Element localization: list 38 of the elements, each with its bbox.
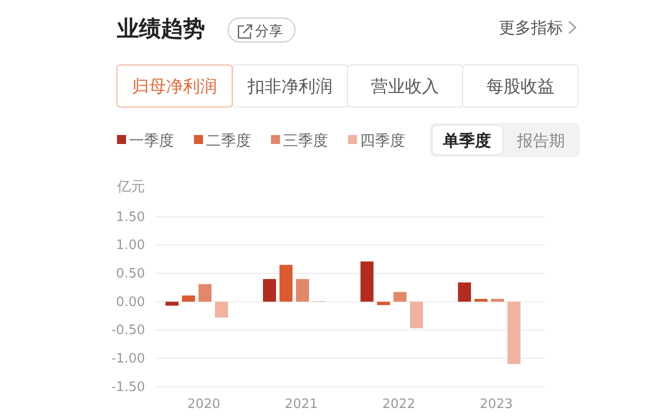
legend-label: 一季度 xyxy=(129,132,174,150)
bar xyxy=(263,279,276,302)
bar xyxy=(410,302,423,328)
chart-title: 业绩趋势 xyxy=(116,17,205,42)
y-tick-label: -1.50 xyxy=(111,380,145,395)
legend-label: 二季度 xyxy=(206,132,251,150)
bar xyxy=(360,261,374,302)
y-tick-label: 1.50 xyxy=(116,210,145,225)
legend-label: 四季度 xyxy=(360,132,405,150)
y-tick-label: 1.00 xyxy=(116,238,145,254)
text: 扣非净利润 xyxy=(246,77,332,97)
bar xyxy=(166,302,178,306)
bar xyxy=(377,302,390,306)
bar xyxy=(182,295,195,302)
bar xyxy=(296,279,309,302)
text: 单季度 xyxy=(442,131,491,150)
text: 分享 xyxy=(255,24,283,40)
bar xyxy=(198,284,212,302)
bar xyxy=(280,264,292,302)
y-tick-label: 0.00 xyxy=(116,294,145,310)
bar xyxy=(215,302,228,318)
y-tick-label: -0.50 xyxy=(111,323,145,338)
x-tick-label: 2021 xyxy=(284,396,318,412)
y-tick-label: 0.50 xyxy=(116,266,145,282)
text: 每股收益 xyxy=(486,77,554,97)
text: 报告期 xyxy=(516,131,565,150)
x-tick-label: 2023 xyxy=(480,396,513,412)
text: 营业收入 xyxy=(371,77,440,97)
bar xyxy=(508,302,520,364)
text: 归母净利润 xyxy=(132,77,218,97)
bar xyxy=(458,282,471,302)
legend-label: 三季度 xyxy=(283,132,328,150)
x-tick-label: 2022 xyxy=(382,396,416,412)
y-axis-title: 亿元 xyxy=(116,179,145,195)
y-tick-label: -1.00 xyxy=(111,352,145,367)
bar xyxy=(394,292,406,302)
x-tick-label: 2020 xyxy=(187,396,220,412)
text: 更多指标 xyxy=(499,18,563,37)
